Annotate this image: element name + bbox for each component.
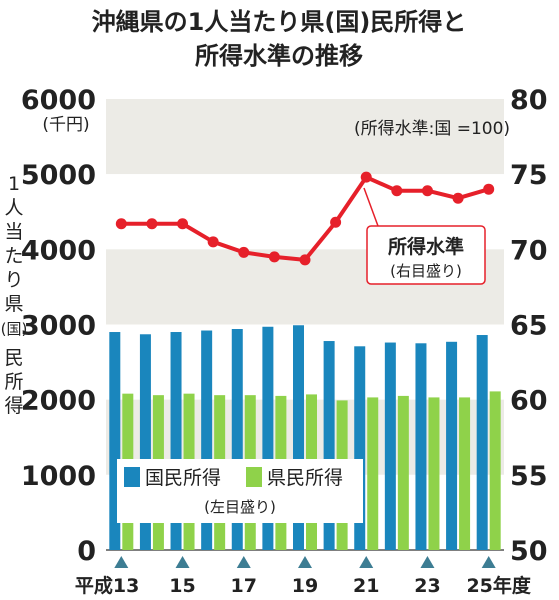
right-tick-label: 75 [510,160,548,191]
x-tick-label: 15 [169,575,195,597]
income-level-point [268,251,280,263]
x-tick-marker [298,556,312,568]
left-axis-label-char: 当 [4,221,23,243]
left-axis-label-char: 得 [4,395,23,417]
right-tick-label: 65 [510,311,548,342]
national-income-bar [446,341,458,550]
left-axis-label-char: (国) [1,320,28,338]
left-axis-label-char: り [4,269,23,291]
chart-title-line2: 所得水準の推移 [195,42,363,70]
x-tick-marker [114,556,129,568]
income-level-point [483,183,495,195]
national-income-bar [354,346,366,550]
prefecture-income-bar [489,391,501,550]
line-legend-box [366,225,486,285]
x-tick-marker [175,556,190,568]
left-axis-label: 1人当たり県 (国) 民所得 [1,173,28,417]
left-axis-label-char: 人 [4,197,23,219]
left-axis-label-char: 民 [4,347,23,369]
national-legend-swatch [124,467,140,487]
prefecture-income-bar [459,397,471,550]
national-income-bar [476,335,488,550]
prefecture-legend-swatch [246,467,262,487]
income-level-point [360,171,372,183]
left-axis-label-char: た [4,245,23,267]
income-level-point [146,218,158,230]
x-tick-marker [420,556,435,568]
national-income-bar [201,330,213,550]
x-tick-marker [481,556,496,568]
line-legend-label: 所得水準 [388,235,464,258]
left-axis-label-char: 県 [4,293,23,315]
left-axis-unit: (千円) [42,115,89,135]
income-level-point [207,236,219,248]
left-tick-label: 0 [77,536,96,567]
income-level-point [452,192,464,204]
x-tick-label: 21 [353,575,379,597]
right-axis-ticks: 80 75 70 65 60 55 50 [510,85,548,567]
income-level-point [238,246,250,258]
x-tick-marker [359,556,374,568]
x-tick-label: 17 [231,575,257,597]
income-level-point [115,218,127,230]
right-tick-label: 50 [510,536,548,567]
national-income-bar [323,341,335,550]
income-level-point [177,218,189,230]
income-level-line [115,171,495,266]
right-axis-note: (所得水準:国 =100) [354,119,510,139]
left-tick-label: 3000 [21,311,96,342]
x-axis: 平成13 15 17 19 21 23 25年度 [75,556,532,597]
income-level-point [421,185,433,197]
x-tick-label: 23 [414,575,440,597]
left-tick-label: 5000 [21,160,96,191]
bar-legend-box [117,459,363,523]
prefecture-income-bar [397,395,409,550]
national-income-bar [109,332,121,550]
right-tick-label: 55 [510,461,548,492]
national-income-bar [415,343,427,550]
national-income-bar [262,326,274,550]
line-legend-leader [363,187,379,227]
prefecture-legend-label: 県民所得 [267,467,343,489]
left-tick-label: 6000 [21,85,96,116]
national-income-bar [293,325,304,550]
plot-band [106,324,504,400]
national-legend-label: 国民所得 [145,467,221,489]
national-income-bar [384,342,396,550]
income-level-point [330,216,342,228]
x-tick-label: 25年度 [466,574,531,597]
line-legend-sub: (右目盛り) [390,262,462,280]
plot-band [106,99,504,175]
left-axis-ticks: 6000 5000 4000 3000 2000 1000 0 [21,85,96,567]
right-tick-label: 60 [510,386,548,417]
national-income-bar [139,334,151,550]
national-income-bar [170,332,182,550]
left-axis-label-char: 1 [8,173,20,195]
left-tick-label: 4000 [21,235,96,266]
x-tick-label: 19 [292,575,318,597]
bar-legend: 国民所得 県民所得 (左目盛り) [117,459,363,523]
left-tick-label: 2000 [21,386,96,417]
income-level-point [391,185,403,197]
right-tick-label: 80 [510,85,548,116]
prefecture-income-bar [367,397,379,550]
bar-legend-sub: (左目盛り) [204,498,276,516]
national-income-bar [231,329,243,550]
prefecture-income-bar [428,397,440,550]
line-legend: 所得水準 (右目盛り) [363,187,486,285]
right-tick-label: 70 [510,235,548,266]
x-tick-label: 平成13 [75,574,139,597]
chart-title-line1: 沖縄県の1人当たり県(国)民所得と [92,8,467,36]
income-level-point [299,254,311,266]
left-axis-label-char: 所 [4,371,23,393]
x-tick-marker [236,556,251,568]
left-tick-label: 1000 [21,461,96,492]
